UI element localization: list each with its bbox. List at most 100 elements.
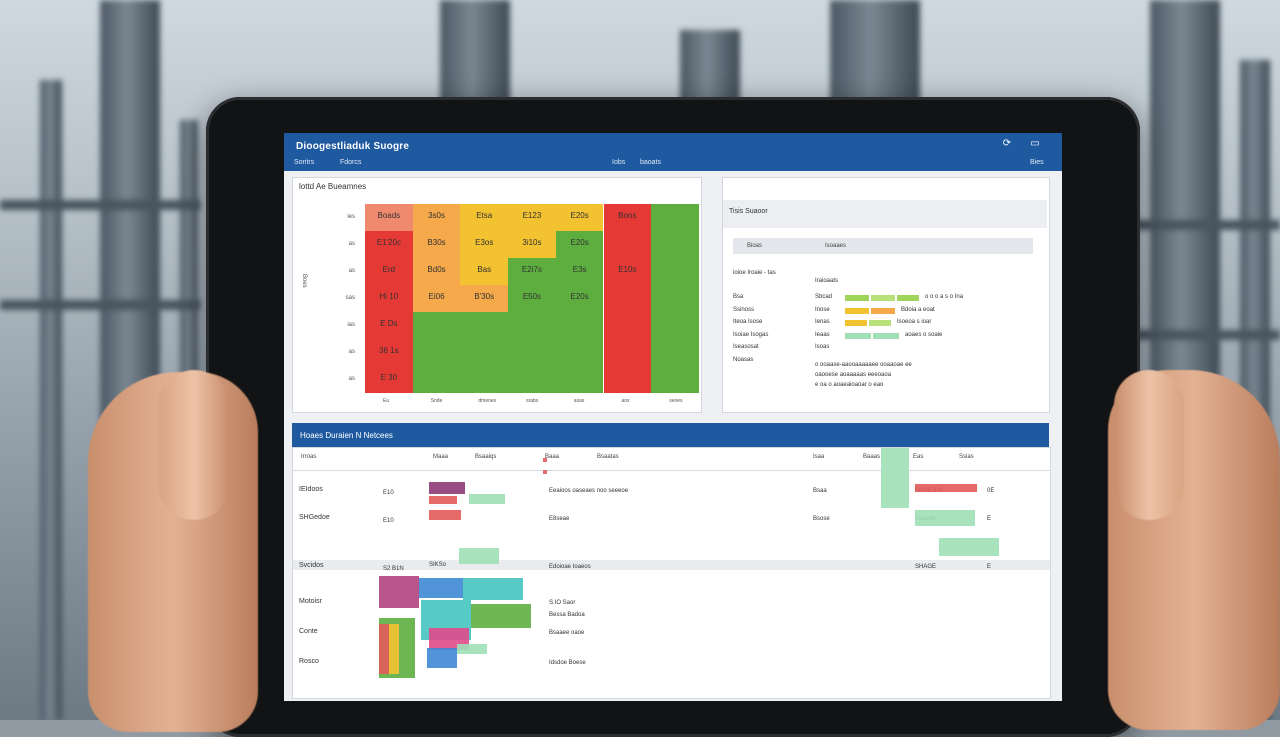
table-row-label[interactable]: Motoisr xyxy=(299,598,322,605)
heatmap-cell[interactable]: E20s xyxy=(555,204,604,231)
nav-item[interactable]: Bies xyxy=(1030,159,1044,166)
heatmap-cell[interactable] xyxy=(603,312,652,339)
status-item[interactable]: Isoas xyxy=(815,344,830,350)
status-item[interactable]: Ienas xyxy=(815,319,830,325)
status-col: Bioas xyxy=(747,243,763,249)
heatmap-cell[interactable] xyxy=(651,285,699,312)
table-row-status: Bsaa xyxy=(813,488,827,494)
heatmap-cell[interactable] xyxy=(651,339,699,366)
heatmap-cell[interactable] xyxy=(603,285,652,312)
status-item[interactable]: Inose xyxy=(815,306,830,313)
heatmap-cell[interactable]: Bd0s xyxy=(412,258,461,285)
heatmap-cell[interactable] xyxy=(555,366,604,393)
table-row-label[interactable]: SHGedoe xyxy=(299,514,330,521)
table-row-desc: Bsaaee oaoe xyxy=(549,630,585,636)
table-header-cell[interactable]: Bsaatas xyxy=(597,454,619,460)
heatmap-cell[interactable]: Bas xyxy=(460,258,509,285)
heatmap-cell[interactable]: E3s xyxy=(555,258,604,285)
table-visual-block xyxy=(379,576,419,608)
table-visual-block xyxy=(915,510,975,526)
heatmap-cell[interactable] xyxy=(603,231,652,258)
status-bar xyxy=(845,307,869,314)
heatmap-cell[interactable]: Hi 10 xyxy=(365,285,413,312)
heatmap-cell[interactable]: 36 1s xyxy=(365,339,413,366)
heatmap-cell[interactable]: 3i10s xyxy=(508,231,556,258)
table-header-cell[interactable]: Baaa xyxy=(545,454,560,460)
heatmap-cell[interactable]: Bons xyxy=(603,204,652,231)
heatmap-cell[interactable] xyxy=(651,366,699,393)
heatmap-cell[interactable]: Etsa xyxy=(460,204,509,231)
refresh-icon[interactable]: ⟳ xyxy=(1002,138,1012,149)
heatmap-cell[interactable] xyxy=(651,231,699,258)
table-row-label[interactable]: Rosco xyxy=(299,658,319,665)
table-row-label[interactable]: Conte xyxy=(299,628,318,635)
heatmap-cell[interactable]: E50s xyxy=(508,285,556,312)
status-label: Noasas xyxy=(733,356,754,363)
heatmap-cell[interactable] xyxy=(460,339,509,366)
heatmap-cell[interactable]: E20s xyxy=(555,285,604,312)
status-header: Bioas Isoaaes xyxy=(733,238,1033,254)
table-visual-block xyxy=(419,578,463,598)
y-axis-label: Boes xyxy=(301,274,307,288)
table-row-label[interactable]: IEIdoos xyxy=(299,486,323,493)
nav-item[interactable]: Fdorcs xyxy=(340,159,362,166)
table-row-tag: S2 B1N xyxy=(383,566,404,572)
heatmap-cell[interactable]: E2i7s xyxy=(508,258,556,285)
heatmap-cell[interactable]: Ei06 xyxy=(412,285,461,312)
heatmap-cell[interactable] xyxy=(412,312,461,339)
nav-item[interactable]: Soritrs xyxy=(294,159,315,166)
table-header-cell[interactable]: Baaas xyxy=(863,454,881,460)
table-header-cell[interactable]: Ssias xyxy=(959,454,974,460)
heatmap-cell[interactable]: B'30s xyxy=(460,285,509,312)
heatmap-cell[interactable] xyxy=(508,366,556,393)
heatmap-cell[interactable]: E3os xyxy=(460,231,509,258)
heatmap-row-label: sas xyxy=(345,295,355,301)
heatmap-cell[interactable] xyxy=(651,312,699,339)
heatmap-cell[interactable] xyxy=(460,312,509,339)
heatmap-cell[interactable]: E123 xyxy=(508,204,556,231)
status-trail: o o o a s o Ina xyxy=(925,294,964,300)
heatmap-cell[interactable] xyxy=(412,366,461,393)
heatmap-col-label: asas xyxy=(573,398,585,404)
table-header-cell[interactable]: Maaa xyxy=(433,454,449,460)
status-label: Iseasosat xyxy=(733,344,759,350)
heatmap-cell[interactable]: E20s xyxy=(555,231,604,258)
status-col: Isoaaes xyxy=(825,243,847,249)
heatmap-cell[interactable]: Erd xyxy=(365,258,413,285)
table-header-cell[interactable]: Irroas xyxy=(301,454,317,460)
table-row-status: Bsose xyxy=(813,516,830,522)
heatmap-cell[interactable]: Boads xyxy=(365,204,413,231)
table-header-cell[interactable]: Isaa xyxy=(813,454,825,460)
heatmap-cell[interactable]: E 30 xyxy=(365,366,413,393)
heatmap-cell[interactable]: 3s0s xyxy=(412,204,461,231)
heatmap-cell[interactable] xyxy=(412,339,461,366)
status-note: e oa o aoaeaioaoar o eao xyxy=(815,382,884,388)
table-visual-block xyxy=(429,496,457,504)
heatmap-cell[interactable] xyxy=(603,339,652,366)
table-row-label[interactable]: Svcidos xyxy=(299,562,324,569)
status-label: Ssinoss xyxy=(733,306,755,313)
heatmap-cell[interactable]: E Ds xyxy=(365,312,413,339)
table-header-cell[interactable]: Bsaaiqs xyxy=(475,454,497,460)
status-item[interactable]: Ieaas xyxy=(815,331,830,338)
heatmap-cell[interactable] xyxy=(555,312,604,339)
heatmap-cell[interactable] xyxy=(651,258,699,285)
heatmap-cell[interactable]: B30s xyxy=(412,231,461,258)
status-note: oaooese aoaaaaas eeeoaoa xyxy=(815,372,892,378)
table-header-cell[interactable]: Eas xyxy=(913,454,924,460)
heatmap-cell[interactable] xyxy=(460,366,509,393)
heatmap-cell[interactable] xyxy=(508,312,556,339)
heatmap-cell[interactable]: E1'20c xyxy=(365,231,413,258)
heatmap-cell[interactable]: E10s xyxy=(603,258,652,285)
table-row-value: E xyxy=(987,516,992,522)
nav-item[interactable]: Iobs xyxy=(612,159,626,166)
status-label: Iteoa Isose xyxy=(733,319,763,325)
heatmap-cell[interactable] xyxy=(555,339,604,366)
nav-item[interactable]: baoats xyxy=(640,159,662,166)
heatmap-cell[interactable] xyxy=(603,366,652,393)
status-panel: Tisis Suaoor Bioas Isoaaes ioioe Iroaie … xyxy=(722,177,1050,413)
heatmap-cell[interactable] xyxy=(508,339,556,366)
window-icon[interactable]: ▭ xyxy=(1030,138,1040,149)
heatmap-cell[interactable] xyxy=(651,204,699,231)
status-item[interactable]: Sbcad xyxy=(815,294,833,300)
